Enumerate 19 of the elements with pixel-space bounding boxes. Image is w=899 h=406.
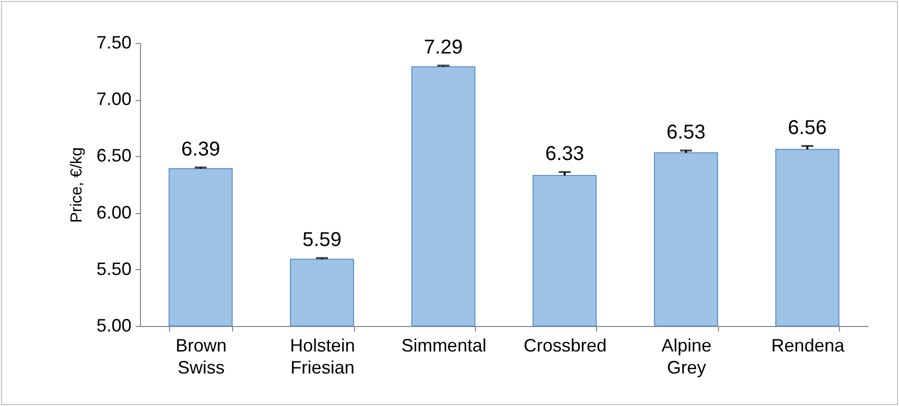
y-tick-label: 6.00	[96, 202, 132, 222]
x-tick-label: Simmental	[401, 336, 486, 356]
y-axis-title: Price, €/kg	[68, 147, 86, 223]
x-tick-label: Crossbred	[524, 336, 607, 356]
data-label: 6.56	[788, 117, 827, 140]
data-label: 6.53	[666, 122, 706, 144]
y-tick-label: 7.50	[96, 32, 132, 52]
y-tick-label: 7.00	[96, 89, 132, 110]
y-tick-label: 6.50	[96, 146, 132, 166]
data-label: 7.29	[424, 36, 463, 59]
y-tick-label: 5.50	[96, 258, 132, 279]
x-tick-label: Brown Swiss	[176, 336, 227, 378]
data-label: 6.39	[181, 138, 220, 161]
x-tick-label: Holstein Friesian	[290, 336, 356, 378]
x-tick-label: Alpine Grey	[661, 336, 712, 378]
data-label: 5.59	[302, 229, 342, 252]
data-label: 6.33	[545, 143, 584, 166]
x-tick-label: Rendena	[771, 336, 846, 356]
y-tick-label: 5.00	[96, 316, 132, 336]
